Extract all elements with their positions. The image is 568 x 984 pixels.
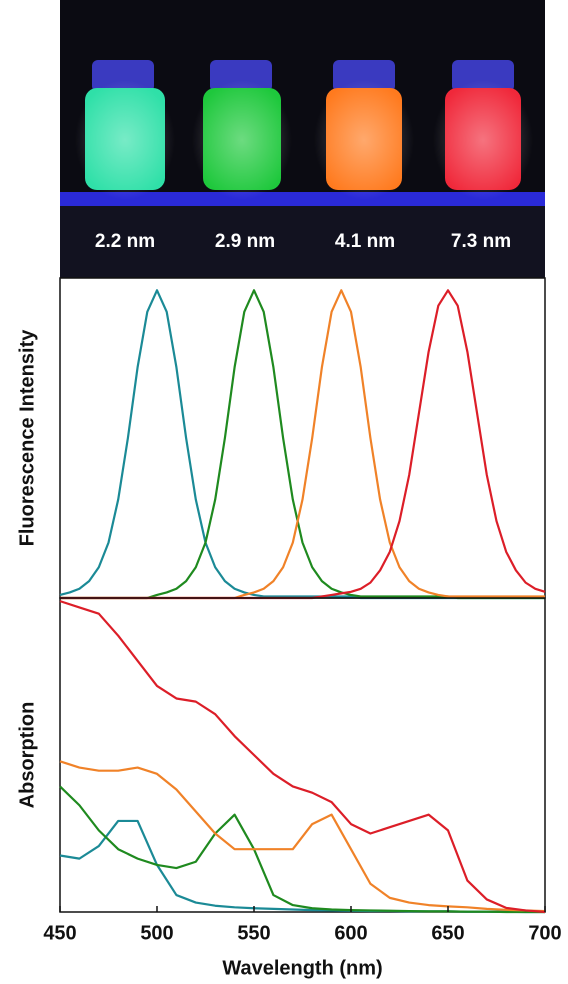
x-tick-label: 500 — [140, 922, 173, 944]
vial — [75, 60, 175, 200]
size-label: 2.9 nm — [215, 231, 275, 252]
series-line — [60, 289, 545, 600]
uv-stripe — [60, 192, 545, 206]
series-line — [59, 760, 546, 913]
photo: 2.2 nm 2.9 nm 4.1 nm 7.3 nm — [60, 0, 545, 278]
series-line — [60, 289, 545, 600]
size-label: 7.3 nm — [451, 231, 511, 252]
plot-frame — [59, 597, 546, 913]
vial — [192, 60, 292, 200]
x-tick-label: 600 — [334, 922, 367, 944]
x-tick-label: 450 — [43, 922, 76, 944]
vial — [433, 60, 533, 200]
series-line — [59, 600, 546, 914]
y-axis-label: Absorption — [16, 702, 38, 809]
size-label: 4.1 nm — [335, 231, 395, 252]
y-axis-label: Fluorescence Intensity — [16, 329, 38, 547]
x-axis-label: Wavelength (nm) — [222, 957, 382, 979]
vial — [314, 60, 414, 200]
series-line — [59, 819, 545, 914]
shelf — [60, 206, 545, 278]
series-line — [60, 289, 546, 600]
series-line — [59, 785, 545, 914]
x-tick-label: 550 — [237, 922, 270, 944]
series-line — [59, 289, 545, 600]
x-tick-label: 700 — [528, 922, 561, 944]
plot-frame — [59, 277, 546, 599]
size-label: 2.2 nm — [95, 231, 155, 252]
x-tick-label: 650 — [431, 922, 464, 944]
